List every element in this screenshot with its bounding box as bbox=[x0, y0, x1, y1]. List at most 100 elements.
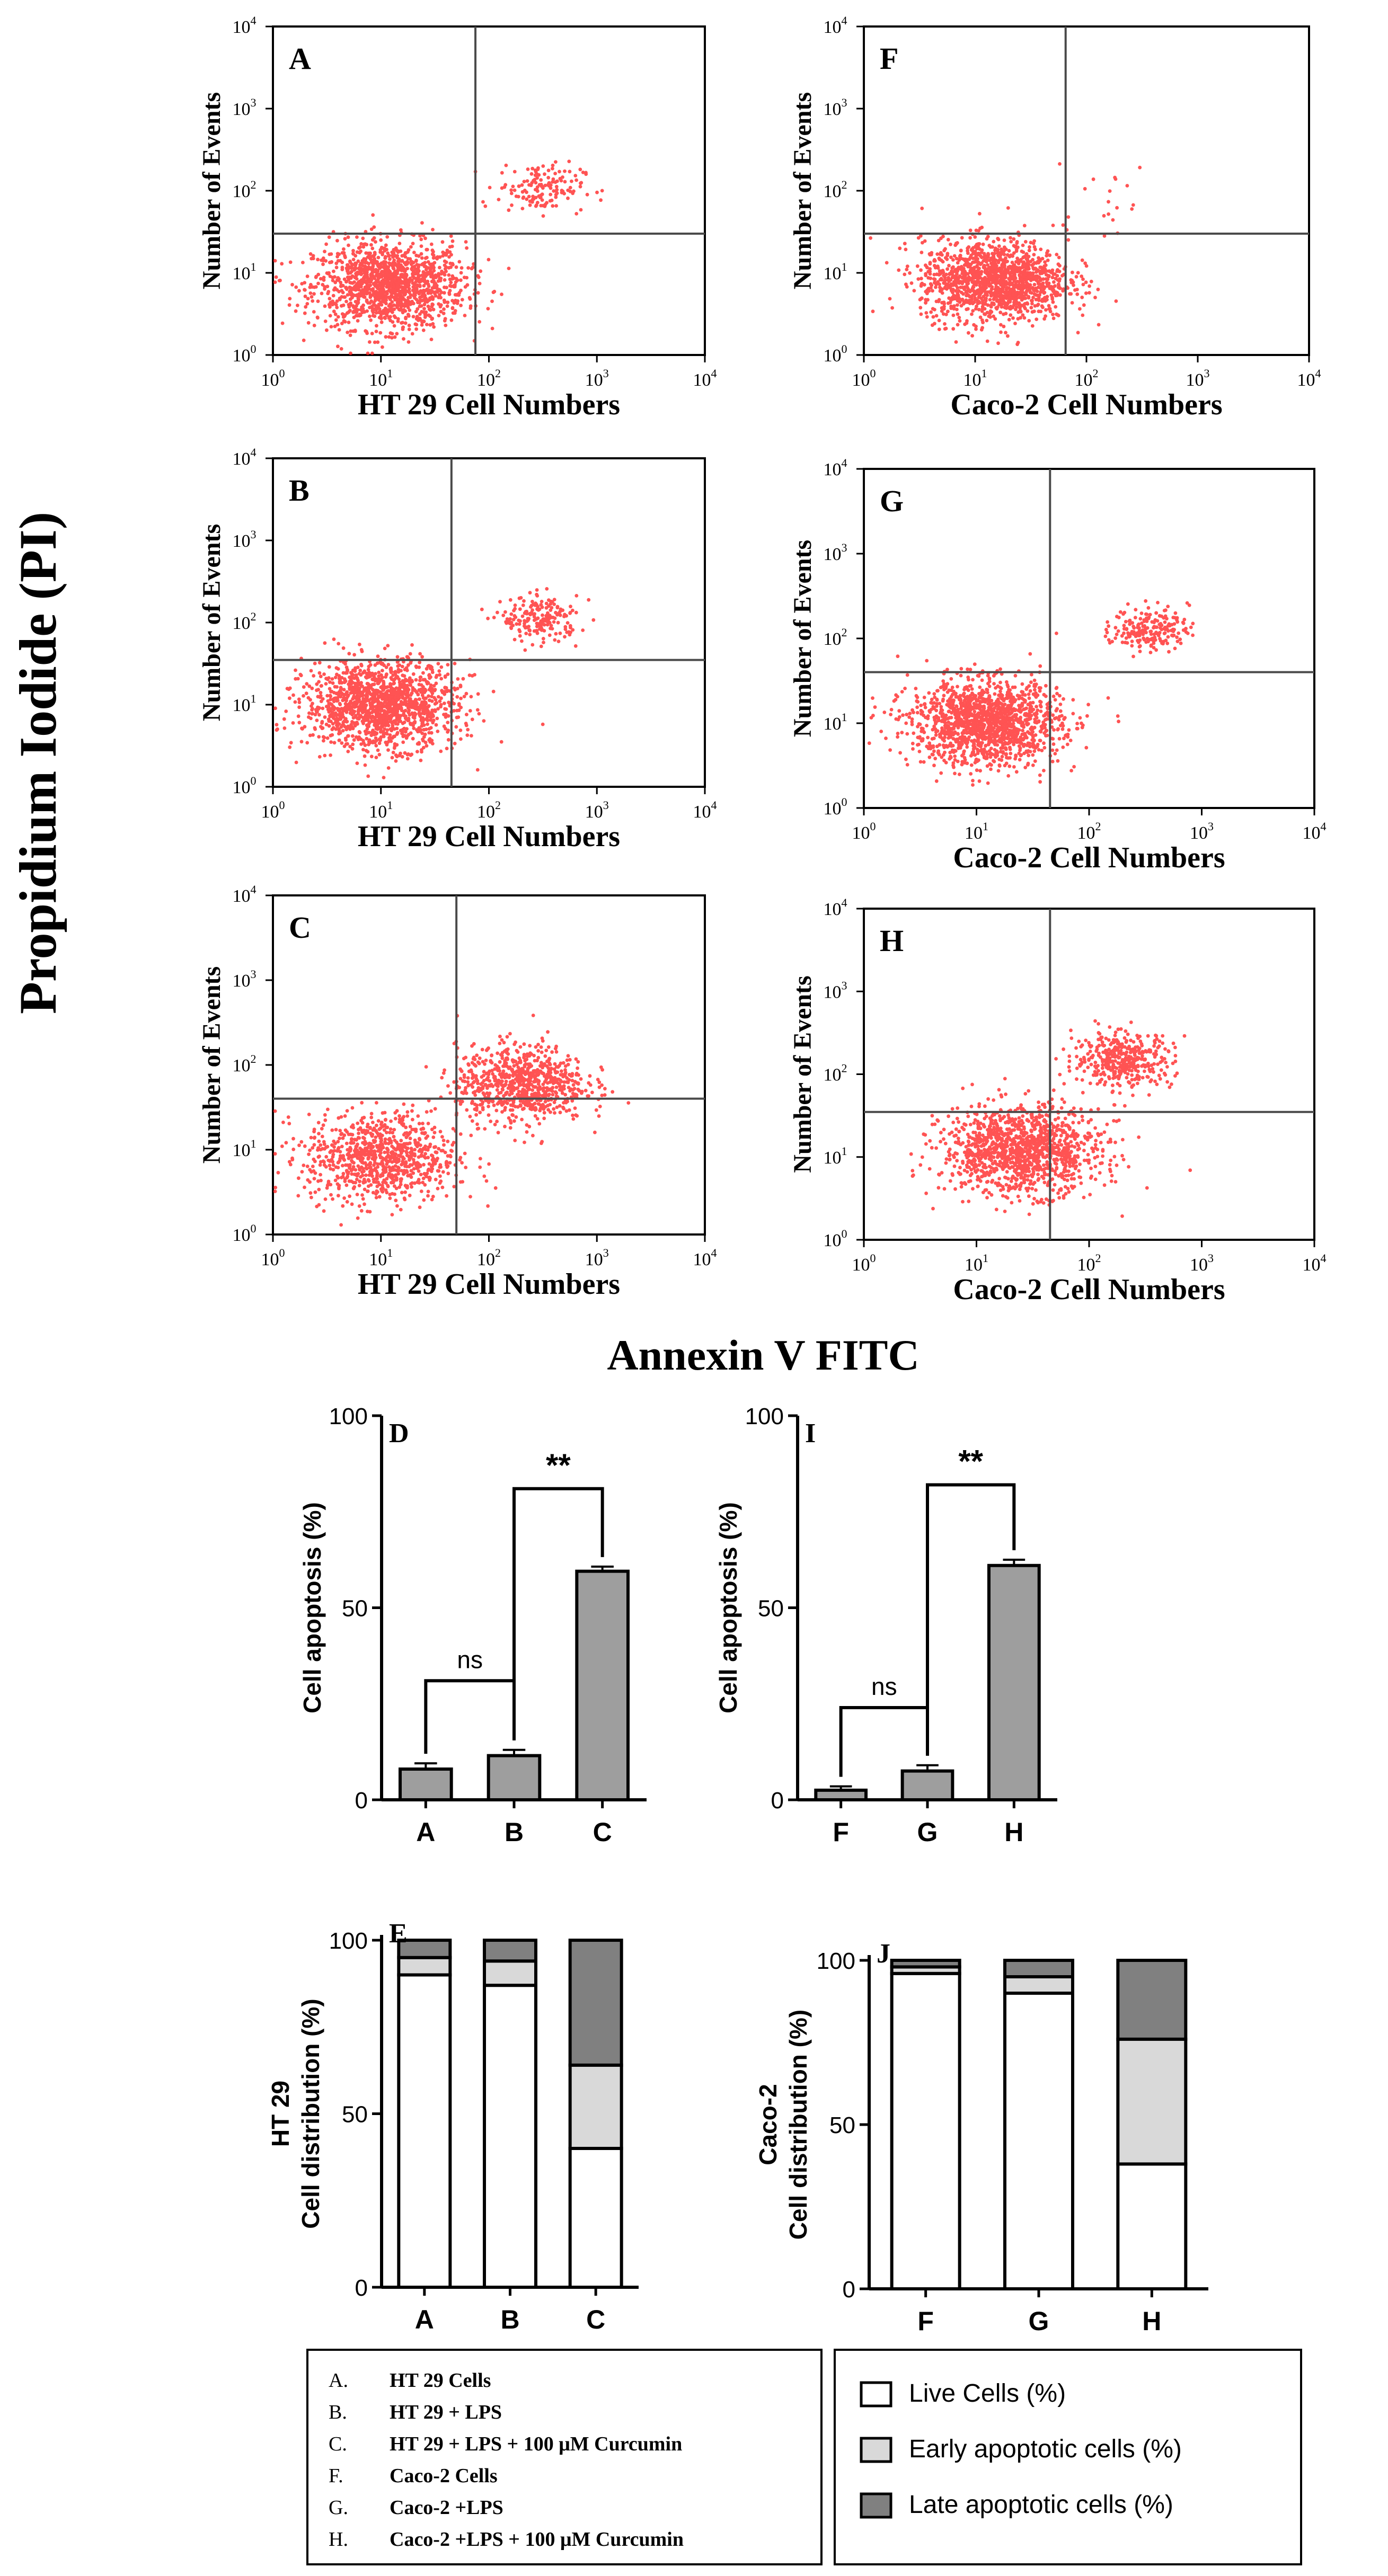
event-dot bbox=[1005, 286, 1009, 290]
event-dot bbox=[322, 739, 325, 743]
event-dot bbox=[331, 294, 335, 298]
event-dot bbox=[369, 716, 373, 720]
event-dot bbox=[332, 269, 335, 273]
event-dot bbox=[309, 282, 313, 287]
event-dot bbox=[534, 629, 538, 633]
event-dot bbox=[372, 276, 376, 279]
event-dot bbox=[344, 299, 348, 304]
event-dot bbox=[376, 280, 381, 284]
event-dot bbox=[1113, 177, 1118, 181]
event-dot bbox=[904, 757, 908, 761]
event-dot bbox=[1027, 319, 1031, 323]
event-dot bbox=[355, 302, 359, 306]
event-dot bbox=[943, 322, 947, 326]
event-dot bbox=[420, 321, 424, 324]
event-dot bbox=[512, 609, 516, 612]
event-dot bbox=[426, 709, 430, 714]
event-dot bbox=[1025, 282, 1030, 286]
event-dot bbox=[971, 285, 976, 289]
event-dot bbox=[1050, 276, 1055, 280]
event-dot bbox=[445, 304, 449, 308]
event-dot bbox=[439, 749, 443, 753]
event-dot bbox=[1009, 236, 1012, 240]
event-dot bbox=[563, 180, 567, 184]
event-dot bbox=[562, 615, 566, 618]
event-dot bbox=[378, 331, 383, 335]
event-dot bbox=[973, 293, 977, 297]
event-dot bbox=[1021, 274, 1025, 278]
event-dot bbox=[992, 314, 995, 318]
event-dot bbox=[971, 256, 975, 260]
event-dot bbox=[342, 707, 347, 710]
event-dot bbox=[1021, 243, 1025, 247]
event-dot bbox=[335, 685, 339, 689]
event-dot bbox=[288, 297, 292, 300]
event-dot bbox=[458, 683, 463, 688]
event-dot bbox=[331, 279, 335, 282]
x-tick-label: 102 bbox=[477, 367, 501, 390]
event-dot bbox=[971, 678, 975, 682]
event-dot bbox=[331, 681, 335, 685]
event-dot bbox=[383, 260, 387, 264]
event-dot bbox=[301, 261, 305, 264]
event-dot bbox=[403, 708, 408, 713]
event-dot bbox=[537, 173, 541, 177]
event-dot bbox=[1018, 279, 1021, 283]
event-dot bbox=[413, 707, 418, 710]
event-dot bbox=[464, 722, 468, 725]
event-dot bbox=[437, 288, 441, 292]
event-dot bbox=[934, 285, 938, 289]
event-dot bbox=[558, 610, 562, 614]
event-dot bbox=[1040, 299, 1045, 303]
event-dot bbox=[404, 730, 408, 734]
event-dot bbox=[547, 598, 551, 602]
event-dot bbox=[521, 603, 525, 607]
event-dot bbox=[515, 622, 519, 626]
event-dot bbox=[316, 257, 320, 262]
event-dot bbox=[351, 248, 355, 253]
event-dot bbox=[361, 236, 365, 241]
event-dot bbox=[1071, 270, 1074, 274]
event-dot bbox=[997, 244, 1001, 248]
x-tick-label: 103 bbox=[585, 367, 609, 390]
event-dot bbox=[929, 310, 933, 314]
event-dot bbox=[1020, 304, 1024, 307]
event-dot bbox=[1078, 307, 1082, 311]
event-dot bbox=[965, 286, 969, 289]
event-dot bbox=[365, 676, 369, 680]
event-dot bbox=[1044, 263, 1048, 267]
event-dot bbox=[1027, 692, 1031, 696]
event-dot bbox=[396, 693, 401, 697]
event-dot bbox=[439, 296, 443, 300]
event-dot bbox=[1057, 285, 1061, 289]
event-dot bbox=[404, 272, 409, 277]
event-dot bbox=[414, 327, 418, 331]
event-dot bbox=[561, 175, 564, 179]
event-dot bbox=[539, 603, 543, 607]
event-dot bbox=[430, 271, 434, 275]
event-dot bbox=[520, 183, 524, 187]
event-dot bbox=[451, 311, 455, 315]
event-dot bbox=[363, 274, 367, 279]
event-dot bbox=[401, 673, 405, 678]
event-dot bbox=[991, 280, 995, 285]
event-dot bbox=[405, 267, 409, 271]
event-dot bbox=[335, 255, 339, 259]
event-dot bbox=[924, 273, 928, 278]
x-tick-exp: 1 bbox=[982, 367, 987, 380]
event-dot bbox=[355, 761, 359, 765]
event-dot bbox=[339, 687, 343, 691]
event-dot bbox=[518, 607, 522, 611]
event-dot bbox=[981, 321, 985, 324]
event-dot bbox=[448, 289, 452, 292]
event-dot bbox=[336, 344, 340, 349]
event-dot bbox=[970, 334, 974, 338]
event-dot bbox=[393, 734, 396, 739]
event-dot bbox=[446, 721, 450, 724]
event-dot bbox=[360, 261, 365, 265]
event-dot bbox=[925, 288, 930, 292]
event-dot bbox=[978, 292, 982, 297]
event-dot bbox=[411, 736, 415, 741]
event-dot bbox=[443, 674, 447, 678]
event-dot bbox=[416, 271, 420, 275]
